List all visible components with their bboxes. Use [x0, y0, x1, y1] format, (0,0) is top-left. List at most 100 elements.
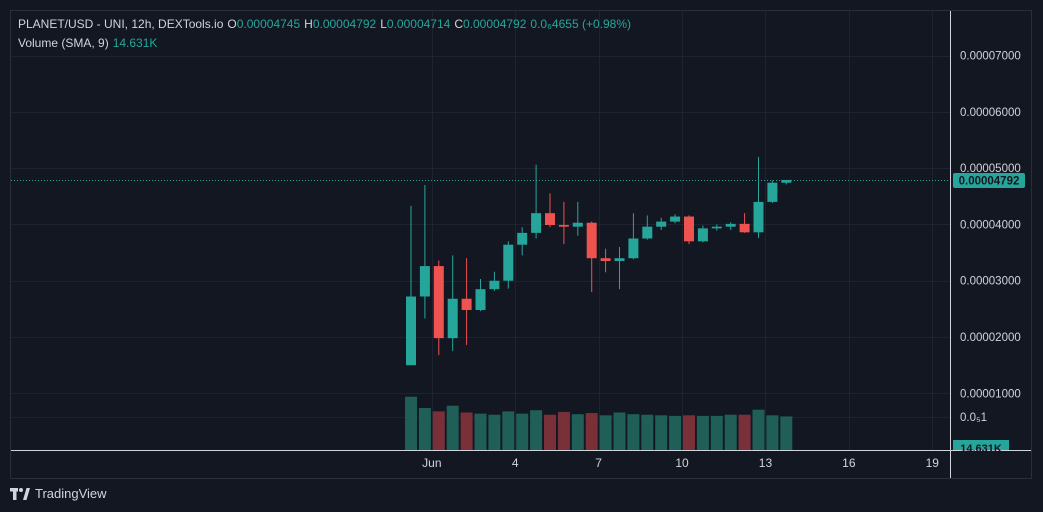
legend-ohlc: PLANET/USD - UNI, 12h, DEXTools.io O 0.00… — [18, 17, 631, 31]
price-axis: 0.00007000 0.00006000 0.00005000 0.00004000… — [960, 51, 1021, 425]
legend-open-value: 0.00004745 — [236, 17, 301, 31]
legend-low-value: 0.00004714 — [386, 17, 451, 31]
legend-change: 0.0₆4655 (+0.98%) — [530, 17, 631, 31]
volume-bar-2 — [432, 411, 445, 450]
time-tick-label-0: Jun — [422, 456, 441, 470]
volume-bar-25 — [752, 409, 765, 450]
price-tick-label-6: 0.00001000 — [960, 388, 1021, 400]
legend-low-label: L — [380, 17, 387, 31]
volume-bar-15 — [613, 412, 626, 450]
last-price-badge-bg — [953, 173, 1025, 188]
candle-body-12 — [572, 222, 583, 227]
volume-bar-5 — [474, 413, 487, 450]
candle-body-17 — [642, 226, 653, 239]
volume-bar-10 — [544, 414, 556, 450]
volume-bar-7 — [502, 411, 515, 450]
candle-body-7 — [503, 244, 514, 281]
volume-bar-23 — [724, 414, 737, 450]
candle-body-11 — [558, 224, 569, 227]
legend-open-label: O — [227, 17, 237, 31]
candle-body-5 — [475, 289, 486, 311]
candle-body-4 — [461, 298, 472, 311]
candle-body-18 — [656, 221, 667, 227]
volume-bar-4 — [460, 412, 473, 450]
candles — [406, 156, 792, 366]
tradingview-logo-text: TradingView — [35, 486, 107, 501]
chart-border — [10, 10, 1032, 479]
legend-volume: Volume (SMA, 9) 14.631K — [18, 36, 157, 50]
tradingview-logo[interactable]: TradingView — [10, 486, 107, 501]
legend-volume-label[interactable]: Volume (SMA, 9) — [18, 36, 109, 50]
candle-body-14 — [600, 258, 611, 262]
legend-high-label: H — [304, 17, 313, 31]
last-volume-label: 14.631K — [960, 443, 1002, 455]
tradingview-logo-icon — [10, 487, 30, 500]
time-tick-label-6: 19 — [926, 456, 940, 470]
last-price-label: 0.00004792 — [959, 176, 1020, 188]
legend-volume-value: 14.631K — [112, 36, 158, 50]
candle-body-27 — [781, 179, 792, 183]
volume-bar-26 — [766, 415, 779, 450]
volume-bar-20 — [683, 415, 695, 450]
volume-bar-16 — [627, 414, 640, 450]
candle-body-13 — [586, 222, 597, 259]
candle-body-20 — [684, 216, 694, 242]
candle-body-1 — [419, 266, 430, 297]
last-price-badge: 0.00004792 — [953, 173, 1025, 188]
candle-body-3 — [447, 298, 458, 339]
candle-body-9 — [531, 213, 542, 233]
last-volume-badge: 14.631K — [953, 440, 1009, 455]
candle-body-21 — [697, 228, 708, 242]
volume-bar-19 — [669, 415, 682, 450]
legend-close-label: C — [454, 17, 463, 31]
volume-bar-13 — [585, 413, 598, 450]
price-tick-label-2: 0.00005000 — [960, 163, 1021, 175]
volume-bars — [405, 396, 793, 450]
volume-bar-11 — [557, 411, 570, 450]
candle-body-25 — [753, 201, 764, 233]
candle-body-10 — [545, 213, 555, 225]
candle-body-6 — [489, 280, 500, 290]
volume-bar-17 — [641, 414, 654, 450]
candle-body-19 — [670, 216, 681, 222]
candle-body-24 — [739, 223, 750, 233]
time-axis: Jun 4 7 10 13 16 19 — [422, 456, 939, 470]
candle-body-0 — [406, 296, 416, 366]
time-tick-label-5: 16 — [842, 456, 856, 470]
legend-symbol[interactable]: PLANET/USD - UNI, 12h, DEXTools.io — [18, 17, 224, 31]
volume-bar-8 — [516, 413, 529, 450]
candle-body-2 — [433, 266, 444, 339]
volume-bar-27 — [780, 416, 793, 450]
candle-body-8 — [517, 232, 528, 245]
volume-bar-22 — [710, 415, 723, 450]
last-volume-badge-bg — [953, 440, 1009, 450]
candle-body-23 — [725, 223, 736, 227]
price-tick-label-7: 0.0₅1 — [960, 412, 987, 424]
volume-bar-3 — [446, 405, 459, 450]
volume-bar-24 — [738, 414, 751, 450]
candle-body-16 — [628, 238, 639, 259]
time-tick-label-4: 13 — [759, 456, 773, 470]
legend-high-value: 0.00004792 — [312, 17, 377, 31]
time-tick-label-3: 10 — [675, 456, 689, 470]
grid-lines — [11, 11, 950, 450]
volume-bar-6 — [488, 414, 501, 450]
candle-body-22 — [711, 226, 722, 229]
volume-bar-18 — [655, 415, 668, 450]
volume-bar-0 — [405, 396, 417, 450]
volume-bar-1 — [418, 407, 431, 450]
price-tick-label-5: 0.00002000 — [960, 332, 1021, 344]
candle-body-26 — [767, 182, 778, 202]
price-tick-label-3: 0.00004000 — [960, 219, 1021, 231]
candle-body-15 — [614, 258, 625, 262]
time-tick-label-2: 7 — [595, 456, 602, 470]
volume-bar-21 — [696, 415, 709, 450]
volume-bar-14 — [599, 415, 612, 450]
volume-bar-9 — [530, 410, 543, 450]
price-tick-label-0: 0.00007000 — [960, 51, 1021, 63]
volume-bar-12 — [571, 414, 584, 450]
time-tick-label-1: 4 — [512, 456, 519, 470]
price-tick-label-4: 0.00003000 — [960, 276, 1021, 288]
